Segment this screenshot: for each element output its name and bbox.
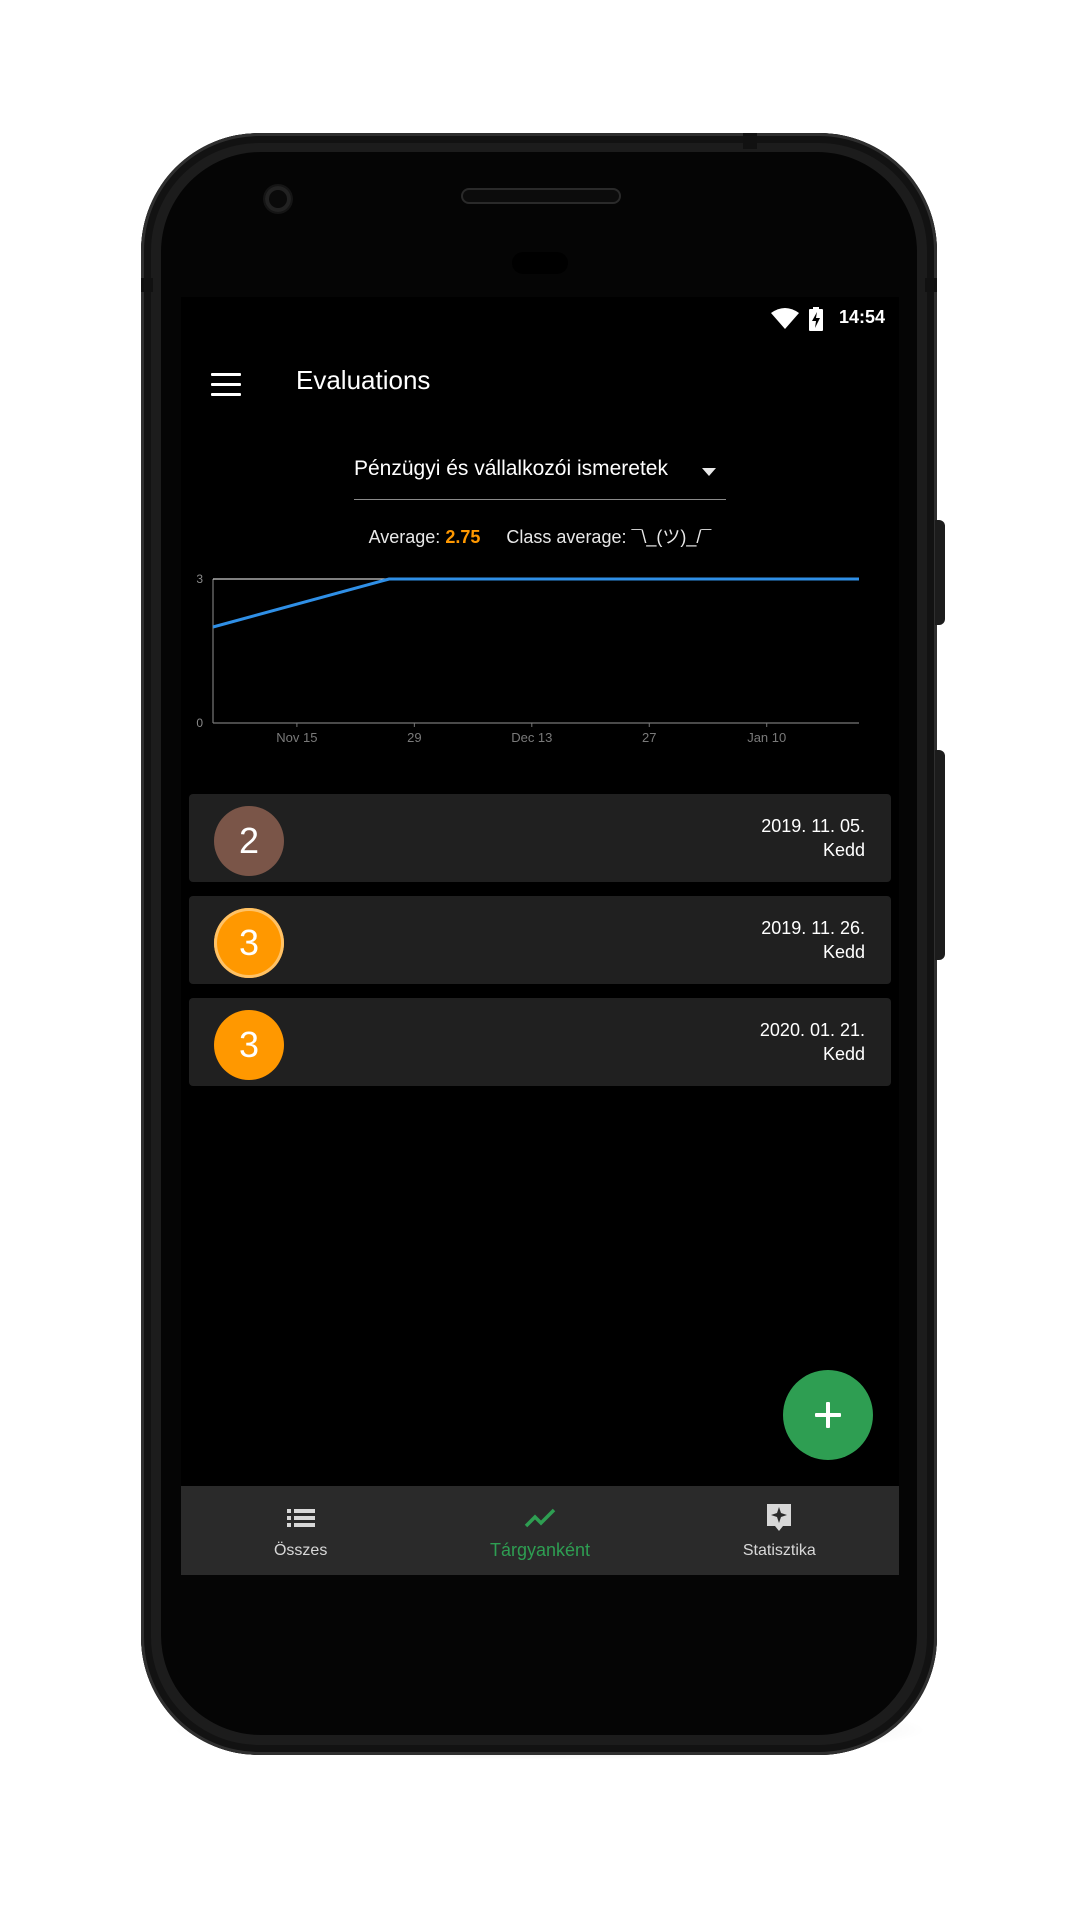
grade-badge: 3 (214, 908, 284, 978)
bottom-navigation: Összes Tárgyanként Statisztika (181, 1486, 899, 1575)
evaluation-date-block: 2020. 01. 21. Kedd (760, 1018, 865, 1066)
list-icon (286, 1509, 315, 1527)
evaluation-card[interactable]: 2 2019. 11. 05. Kedd (189, 794, 891, 882)
evaluation-day: Kedd (822, 1044, 865, 1064)
trending-up-icon (524, 1508, 556, 1528)
evaluation-card[interactable]: 3 2020. 01. 21. Kedd (189, 998, 891, 1086)
x-tick-label: Jan 10 (747, 730, 786, 745)
x-tick-label: 27 (642, 730, 656, 745)
y-tick-label: 0 (196, 716, 203, 730)
evaluation-day: Kedd (822, 840, 865, 860)
chevron-down-icon (702, 468, 716, 476)
nav-item-osszes[interactable]: Összes (181, 1486, 420, 1575)
subject-selected-value: Pénzügyi és vállalkozói ismeretek (354, 457, 668, 480)
page-title: Evaluations (296, 365, 431, 395)
series-line (212, 577, 859, 629)
average-value: 2.75 (445, 527, 481, 547)
antenna-line (925, 278, 937, 292)
nav-label: Statisztika (742, 1542, 816, 1559)
evaluation-date-block: 2019. 11. 26. Kedd (761, 916, 865, 964)
class-average-value: ¯\_(ツ)_/¯ (631, 527, 712, 547)
evaluation-date: 2019. 11. 26. (761, 918, 865, 938)
antenna-line (743, 133, 757, 149)
battery-charging-icon (809, 307, 823, 331)
evaluation-date-block: 2019. 11. 05. Kedd (761, 814, 865, 862)
plus-icon (815, 1402, 841, 1428)
x-tick-label: 29 (407, 730, 421, 745)
app-screen: 14:54 Evaluations Pénzügyi és vállalkozó… (181, 297, 899, 1575)
app-bar: Evaluations (181, 341, 899, 437)
nav-label: Összes (273, 1542, 328, 1559)
status-bar: 14:54 (181, 297, 899, 341)
wifi-icon (771, 308, 799, 329)
evaluation-day: Kedd (822, 942, 865, 962)
grade-badge: 3 (214, 1010, 284, 1080)
average-label: Average: (368, 527, 441, 547)
nav-label: Tárgyanként (489, 1540, 591, 1560)
power-button (935, 520, 945, 625)
volume-button (935, 750, 945, 960)
y-tick-label: 3 (196, 572, 203, 586)
nav-item-statisztika[interactable]: Statisztika (660, 1486, 899, 1575)
evaluation-card[interactable]: 3 2019. 11. 26. Kedd (189, 896, 891, 984)
front-camera (265, 186, 291, 212)
star-card-icon (767, 1504, 792, 1531)
averages-row: Average: 2.75 Class average: ¯\_(ツ)_/¯ (181, 523, 899, 549)
subject-dropdown[interactable]: Pénzügyi és vállalkozói ismeretek (354, 455, 726, 500)
menu-icon[interactable] (211, 373, 241, 397)
grade-chart: 0 3 Nov 15 29 Dec 13 27 Jan 10 (196, 572, 859, 745)
grade-badge: 2 (214, 806, 284, 876)
status-time: 14:54 (838, 307, 885, 327)
antenna-line (141, 278, 153, 292)
class-average-label: Class average: (506, 527, 627, 547)
add-evaluation-button[interactable] (783, 1370, 873, 1460)
evaluation-date: 2019. 11. 05. (761, 816, 865, 836)
evaluation-date: 2020. 01. 21. (759, 1020, 865, 1040)
earpiece-speaker (461, 188, 621, 204)
proximity-sensor (512, 252, 568, 274)
x-tick-label: Dec 13 (511, 730, 552, 745)
x-tick-label: Nov 15 (276, 730, 317, 745)
nav-item-targyankent[interactable]: Tárgyanként (420, 1486, 659, 1575)
